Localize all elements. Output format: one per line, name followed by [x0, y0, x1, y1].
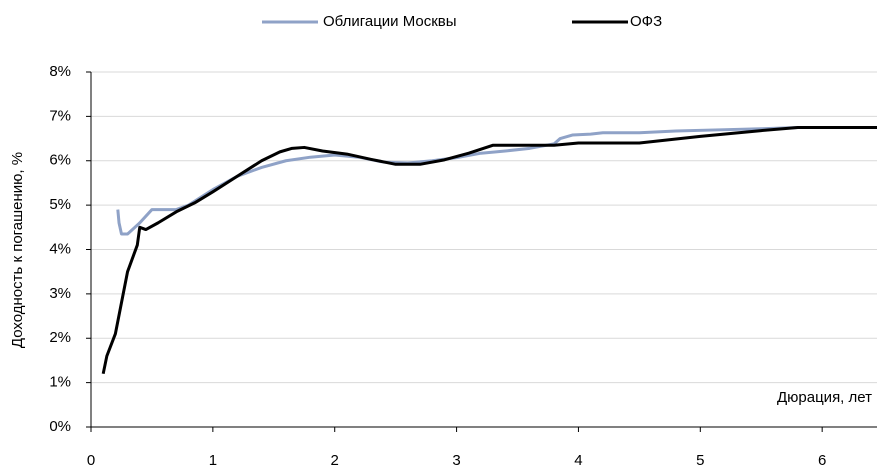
y-tick-label: 5% — [49, 196, 71, 213]
x-tick-label: 2 — [331, 452, 339, 469]
x-tick-label: 0 — [87, 452, 95, 469]
x-tick-label: 3 — [452, 452, 460, 469]
y-tick-label: 7% — [49, 107, 71, 124]
y-tick-label: 4% — [49, 240, 71, 257]
legend-label: Облигации Москвы — [323, 13, 457, 30]
y-tick-label: 2% — [49, 329, 71, 346]
y-axis-label: Доходность к погашению, % — [9, 152, 26, 348]
x-tick-label: 1 — [209, 452, 217, 469]
annotation: Дюрация, лет — [777, 389, 872, 406]
series-line — [101, 125, 877, 375]
y-tick-label: 0% — [49, 418, 71, 435]
y-tick-label: 6% — [49, 152, 71, 169]
x-tick-label: 4 — [574, 452, 582, 469]
legend-label: ОФЗ — [630, 13, 662, 30]
y-tick-label: 1% — [49, 374, 71, 391]
x-tick-label: 6 — [818, 452, 826, 469]
x-tick-label: 5 — [696, 452, 704, 469]
y-tick-label: 3% — [49, 285, 71, 302]
series-line — [116, 125, 877, 236]
y-tick-label: 8% — [49, 63, 71, 80]
